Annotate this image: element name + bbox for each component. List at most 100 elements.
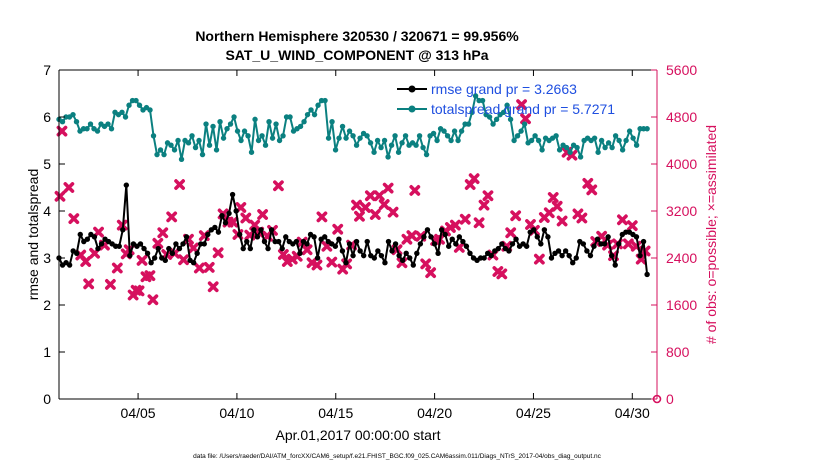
rmse-series-point (555, 248, 562, 254)
x-tick-label: 04/30 (615, 405, 650, 421)
spread-series-point (154, 151, 160, 158)
rmse-series-point (265, 245, 271, 252)
spread-series-point (343, 135, 349, 141)
spread-series-point (378, 144, 384, 151)
rmse-series-point (84, 236, 91, 242)
rmse-series-point (226, 210, 232, 217)
x-tick-label: 04/05 (121, 405, 156, 421)
obs-point (227, 216, 239, 228)
obs-point (257, 209, 269, 220)
rmse-series-point (176, 245, 183, 252)
spread-series-point (416, 133, 423, 139)
rmse-series-point (247, 245, 254, 252)
rmse-series-point (541, 227, 548, 233)
spread-series-point (479, 97, 486, 104)
obs-point (516, 99, 527, 111)
spread-series-point (161, 151, 167, 158)
rmse-series-point (155, 245, 161, 252)
spread-series-point (248, 149, 255, 155)
spread-series-point (297, 123, 304, 130)
spread-series-point (423, 151, 430, 158)
rmse-series-point (268, 227, 275, 233)
obs-point (152, 237, 164, 249)
obs-point (551, 200, 563, 212)
legend-spread-marker (408, 105, 416, 113)
spread-series-point (633, 142, 640, 148)
rmse-series-point (183, 234, 190, 240)
rmse-series-point (173, 241, 179, 247)
y-left-tick-label: 5 (43, 156, 51, 172)
rmse-series-point (605, 234, 611, 240)
spread-series-point (119, 109, 125, 116)
spread-series-point (493, 116, 500, 123)
obs-point (378, 199, 390, 210)
spread-series-point (301, 119, 307, 125)
spread-series-point (108, 126, 115, 132)
spread-series-point (273, 121, 279, 127)
obs-point (626, 220, 638, 232)
obs-point (93, 226, 104, 238)
rmse-series-point (244, 238, 250, 245)
rmse-series-point (148, 260, 154, 266)
obs-point (533, 253, 545, 265)
rmse-series-point (360, 252, 367, 259)
rmse-series-point (212, 224, 218, 231)
obs-point (547, 192, 559, 203)
rmse-series-point (499, 241, 505, 247)
rmse-series-point (424, 227, 431, 233)
rmse-series-point (332, 243, 339, 249)
spread-series-point (616, 137, 622, 144)
rmse-series-point (350, 252, 356, 259)
spread-series-point (199, 151, 206, 158)
spread-series-point (206, 142, 213, 148)
obs-point (459, 213, 471, 225)
rmse-series-point (251, 227, 257, 233)
rmse-series-point (566, 252, 572, 259)
rmse-series-point (311, 234, 317, 240)
rmse-series-point (392, 241, 399, 247)
rmse-series-point (116, 243, 122, 249)
rmse-series-point (389, 248, 395, 254)
spread-series-point (322, 97, 328, 104)
obs-point (576, 212, 588, 224)
y-left-tick-label: 1 (43, 344, 51, 360)
spread-series-point (504, 102, 510, 108)
legend-rmse-label: rmse grand pr = 3.2663 (431, 81, 577, 97)
y-right-tick-label: 3200 (666, 203, 697, 219)
rmse-series-point (378, 252, 385, 259)
spread-series-point (357, 135, 363, 141)
spread-series-point (399, 140, 405, 146)
rmse-series-point (435, 250, 441, 256)
rmse-series-point (449, 236, 455, 242)
spread-series-point (623, 137, 629, 144)
spread-series-point (308, 107, 314, 113)
obs-point (56, 125, 68, 137)
spread-series-point (304, 111, 311, 118)
obs-point (586, 184, 598, 196)
rmse-series-point (169, 250, 176, 256)
rmse-series-point (357, 248, 363, 254)
spread-series-point (70, 111, 76, 118)
spread-series-point (500, 109, 507, 116)
obs-point (382, 182, 394, 194)
rmse-series-point (601, 241, 608, 247)
rmse-series-point (219, 213, 225, 219)
rmse-series-point (66, 262, 73, 268)
spread-series-point (171, 147, 178, 153)
rmse-series-point (410, 262, 416, 268)
spread-series-point (381, 137, 388, 144)
spread-series-point (325, 135, 332, 141)
obs-point (207, 281, 219, 293)
rmse-series-point (371, 255, 378, 261)
obs-point (83, 278, 95, 290)
rmse-series-point (399, 257, 406, 264)
spread-series-point (189, 133, 195, 139)
spread-series-point (420, 144, 426, 151)
rmse-series-point (513, 236, 519, 242)
obs-point (311, 259, 323, 271)
rmse-series-point (98, 241, 105, 247)
spread-series-point (402, 133, 409, 139)
obs-point (273, 180, 284, 192)
rmse-series-point (608, 252, 615, 259)
rmse-series-point (548, 255, 555, 261)
